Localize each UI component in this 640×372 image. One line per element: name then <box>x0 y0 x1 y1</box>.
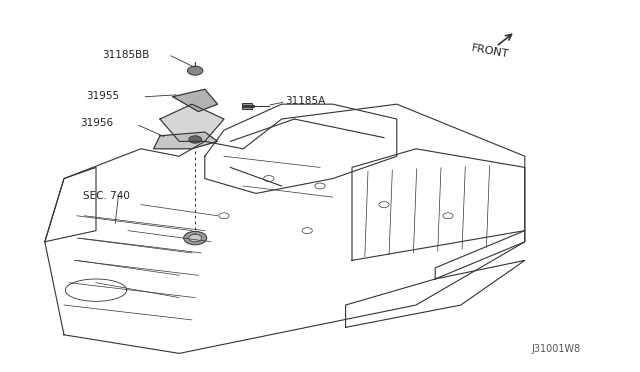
Text: SEC. 740: SEC. 740 <box>83 191 130 201</box>
Polygon shape <box>160 104 224 141</box>
Circle shape <box>184 231 207 245</box>
Polygon shape <box>173 89 218 112</box>
Text: FRONT: FRONT <box>470 43 509 60</box>
Polygon shape <box>154 132 218 149</box>
Circle shape <box>189 136 202 143</box>
Text: J31001W8: J31001W8 <box>531 343 580 353</box>
Text: 31955: 31955 <box>86 90 120 100</box>
Text: 31956: 31956 <box>80 118 113 128</box>
Circle shape <box>188 66 203 75</box>
Text: 31185A: 31185A <box>285 96 325 106</box>
FancyBboxPatch shape <box>242 103 252 109</box>
Circle shape <box>189 234 202 242</box>
Text: 31185BB: 31185BB <box>102 49 150 60</box>
